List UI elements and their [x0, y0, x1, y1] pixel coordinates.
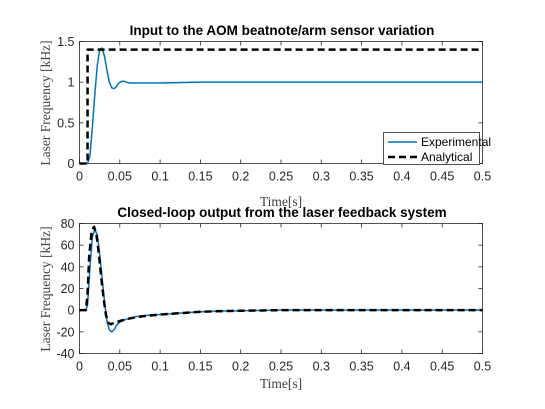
bottom-x-tick-label: 0.05 [108, 360, 132, 374]
bottom-x-tick-label: 0 [76, 360, 83, 374]
top-x-tick-label: 0.35 [349, 170, 373, 184]
bottom-x-tick-label: 0.4 [393, 360, 410, 374]
legend-analytical-label: Analytical [421, 150, 472, 164]
top-y-tick-label: 1 [68, 76, 75, 90]
top-series-experimental-line [79, 47, 483, 165]
top-x-tick-label: 0 [76, 170, 83, 184]
top-x-tick-label: 0.5 [474, 170, 491, 184]
bottom-subplot: Closed-loop output from the laser feedba… [38, 205, 491, 391]
bottom-x-tick-label: 0.35 [349, 360, 373, 374]
bottom-y-axis-label: Laser Frequency [kHz] [38, 226, 53, 351]
top-legend: Experimental Analytical [383, 132, 491, 165]
top-y-tick-label: 1.5 [57, 35, 74, 49]
bottom-chart-title: Closed-loop output from the laser feedba… [117, 205, 446, 220]
bottom-y-tick-label: 0 [68, 304, 75, 318]
bottom-x-tick-label: 0.5 [474, 360, 491, 374]
bottom-y-tick-label: -40 [56, 347, 74, 361]
bottom-y-tick-label: 80 [61, 217, 75, 231]
top-x-ticks: 0 0.05 0.1 0.15 0.2 0.25 0.3 0.35 0.4 0.45 0.5 [76, 41, 491, 184]
top-x-tick-label: 0.4 [393, 170, 410, 184]
bottom-x-ticks: 0 0.05 0.1 0.15 0.2 0.25 0.3 0.35 0.4 0.45 0.5 [76, 223, 491, 374]
bottom-x-tick-label: 0.25 [269, 360, 293, 374]
top-y-tick-label: 0 [68, 157, 75, 171]
top-x-tick-label: 0.3 [313, 170, 330, 184]
top-y-axis-label: Laser Frequency [kHz] [38, 40, 53, 165]
top-series-analytical-line [79, 48, 483, 165]
bottom-x-tick-label: 0.3 [313, 360, 330, 374]
legend-experimental-label: Experimental [421, 135, 491, 149]
top-y-tick-label: 0.5 [57, 116, 74, 130]
bottom-series-analytical-line [79, 225, 483, 326]
top-x-tick-label: 0.2 [232, 170, 249, 184]
legend-box [383, 132, 480, 165]
top-y-ticks: 0 0.5 1 1.5 [57, 35, 483, 171]
bottom-series [79, 225, 483, 333]
bottom-x-axis-label: Time[s] [260, 376, 302, 391]
bottom-y-tick-label: -20 [56, 325, 74, 339]
top-x-tick-label: 0.05 [108, 170, 132, 184]
bottom-y-tick-label: 20 [61, 282, 75, 296]
top-series [79, 47, 483, 165]
bottom-y-tick-label: 60 [61, 239, 75, 253]
top-x-tick-label: 0.1 [151, 170, 168, 184]
top-x-tick-label: 0.15 [188, 170, 212, 184]
top-x-tick-label: 0.25 [269, 170, 293, 184]
bottom-y-tick-label: 40 [61, 260, 75, 274]
bottom-y-ticks: -40 -20 0 20 40 60 80 [56, 217, 483, 361]
bottom-x-tick-label: 0.2 [232, 360, 249, 374]
top-chart-title: Input to the AOM beatnote/arm sensor var… [130, 23, 435, 38]
top-subplot: Input to the AOM beatnote/arm sensor var… [38, 23, 491, 209]
top-x-axis-label: Time[s] [260, 194, 302, 209]
bottom-x-tick-label: 0.15 [188, 360, 212, 374]
bottom-x-tick-label: 0.45 [430, 360, 454, 374]
bottom-x-tick-label: 0.1 [151, 360, 168, 374]
top-x-tick-label: 0.45 [430, 170, 454, 184]
bottom-plot-frame [79, 223, 483, 354]
